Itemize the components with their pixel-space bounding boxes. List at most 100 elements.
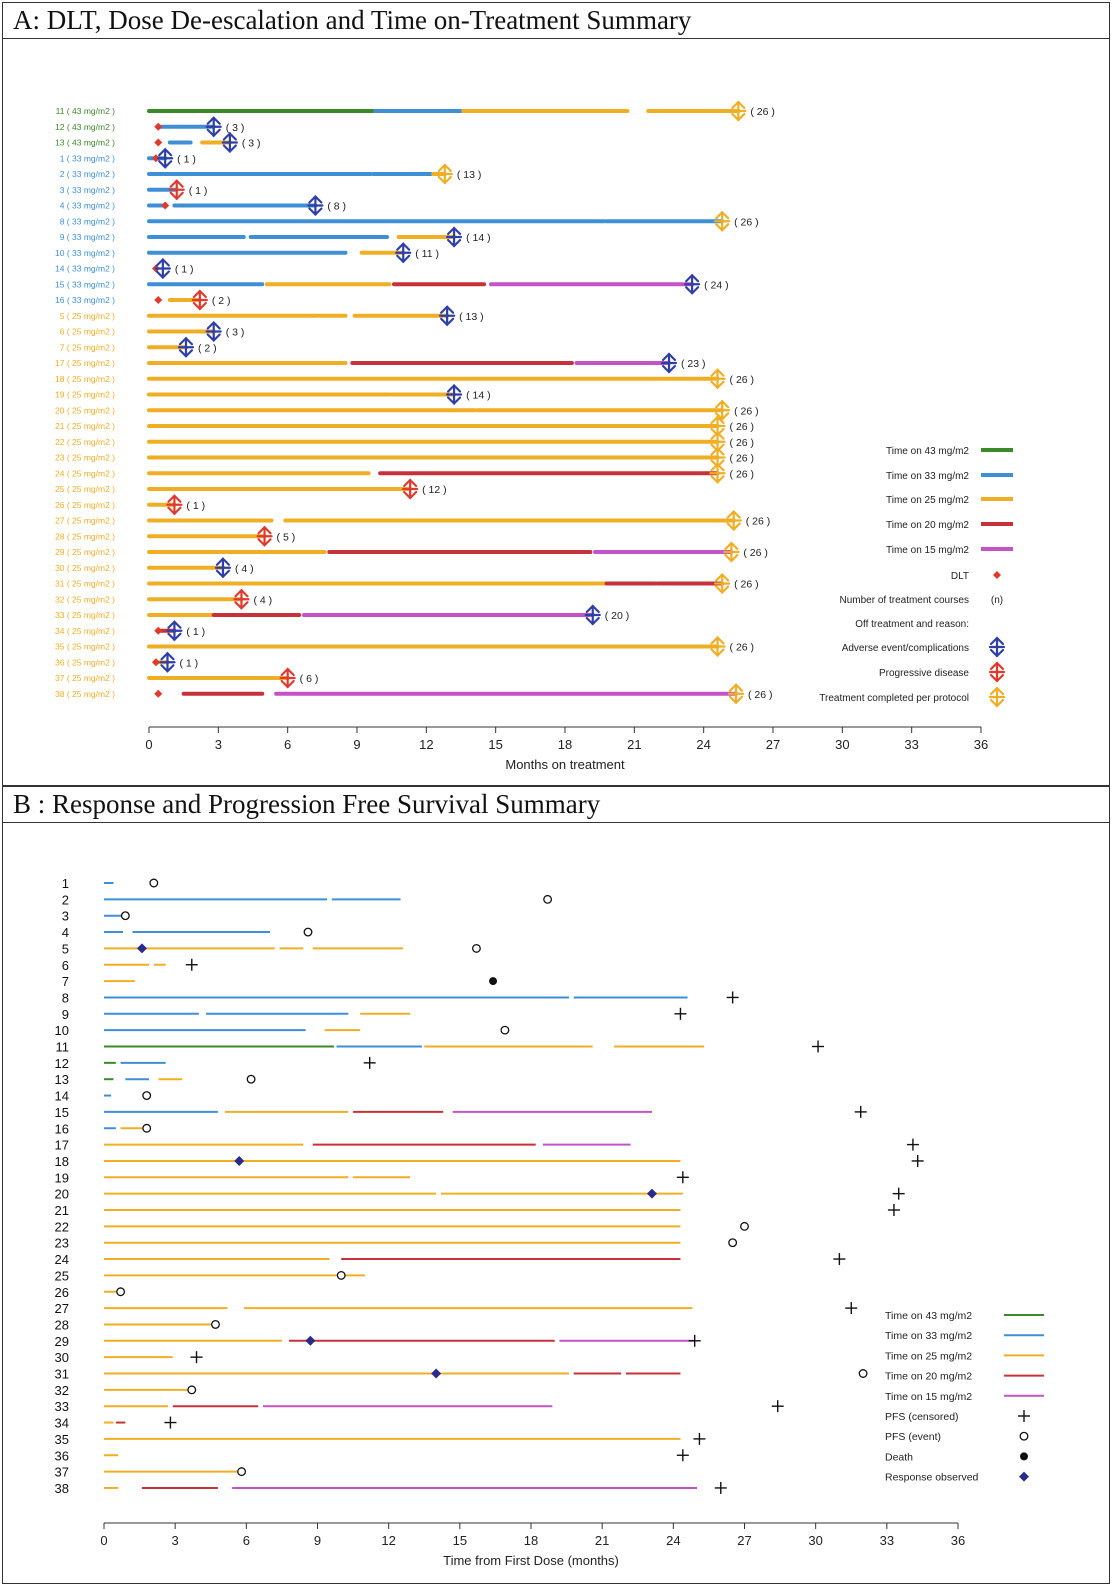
pfs-censored-marker bbox=[676, 1171, 689, 1184]
row-label: 6 bbox=[62, 958, 69, 973]
off-treatment-marker bbox=[166, 620, 183, 642]
course-count: ( 3 ) bbox=[226, 327, 245, 339]
legend-a-label: Off treatment and reason: bbox=[855, 619, 969, 630]
row-label: 29 bbox=[55, 1334, 69, 1349]
off-treatment-marker-head-down bbox=[167, 506, 182, 516]
row-label: 5 bbox=[62, 941, 69, 956]
off-treatment-marker-head-down bbox=[167, 632, 182, 642]
course-count: ( 1 ) bbox=[186, 626, 205, 638]
off-treatment-marker-head-down bbox=[710, 475, 725, 484]
row-label: 1 ( 33 mg/m2 ) bbox=[60, 153, 115, 163]
off-treatment-marker-head-down bbox=[192, 301, 207, 311]
legend-a-label: Time on 43 mg/m2 bbox=[886, 446, 969, 457]
legend-a-label: Time on 25 mg/m2 bbox=[886, 495, 969, 506]
row-label: 37 ( 25 mg/m2 ) bbox=[55, 673, 115, 683]
off-treatment-marker-head-up bbox=[710, 635, 725, 645]
course-count: ( 20 ) bbox=[605, 610, 630, 622]
row-label: 36 bbox=[55, 1448, 69, 1463]
off-treatment-marker-head-up bbox=[167, 494, 182, 503]
axis-b-tick-label: 9 bbox=[314, 1533, 321, 1548]
off-treatment-marker-head-up bbox=[308, 194, 323, 204]
course-count: ( 2 ) bbox=[212, 295, 231, 307]
pfs-event-marker bbox=[246, 1074, 256, 1084]
panel-b: B : Response and Progression Free Surviv… bbox=[2, 786, 1110, 1584]
pfs-censored-marker bbox=[771, 1400, 784, 1413]
row-label: 11 bbox=[56, 1040, 70, 1055]
legend-a-symbol: (n) bbox=[991, 595, 1003, 606]
axis-b-tick-label: 3 bbox=[172, 1533, 179, 1548]
row-label: 30 ( 25 mg/m2 ) bbox=[55, 563, 115, 573]
dlt-marker bbox=[161, 201, 170, 210]
off-treatment-marker-head-down bbox=[715, 223, 730, 232]
off-treatment-marker bbox=[709, 635, 726, 658]
row-label: 18 ( 25 mg/m2 ) bbox=[55, 374, 115, 384]
row-label: 24 bbox=[55, 1252, 69, 1267]
dlt-marker bbox=[154, 122, 163, 131]
row-label: 23 ( 25 mg/m2 ) bbox=[55, 453, 115, 463]
off-treatment-marker-head-up bbox=[440, 305, 455, 314]
off-treatment-marker bbox=[445, 383, 463, 406]
course-count: ( 1 ) bbox=[177, 153, 196, 165]
axis-b-tick-label: 36 bbox=[951, 1533, 965, 1548]
legend-b-label: Time on 20 mg/m2 bbox=[885, 1371, 972, 1383]
legend-a-label: Treatment completed per protocol bbox=[819, 693, 969, 704]
off-treatment-marker bbox=[436, 163, 453, 185]
row-label: 7 ( 25 mg/m2 ) bbox=[60, 342, 115, 352]
off-treatment-marker-head-down bbox=[728, 695, 744, 705]
course-count: ( 11 ) bbox=[415, 248, 439, 260]
panel-b-chart: 1234567891011121314151617181920212223242… bbox=[55, 876, 1044, 1568]
course-count: ( 26 ) bbox=[730, 642, 755, 654]
axis-a-tick-label: 6 bbox=[284, 737, 291, 752]
pfs-censored-marker bbox=[693, 1432, 706, 1445]
off-treatment-marker-head-down bbox=[178, 349, 194, 358]
axis-a-tick-label: 33 bbox=[904, 737, 918, 752]
course-count: ( 26 ) bbox=[730, 374, 755, 386]
course-count: ( 13 ) bbox=[457, 169, 482, 181]
off-treatment-marker-head-down bbox=[403, 490, 418, 500]
axis-b-tick-label: 12 bbox=[381, 1533, 395, 1548]
pfs-censored-marker bbox=[674, 1007, 687, 1020]
pfs-event-marker bbox=[120, 911, 130, 921]
pfs-censored-marker bbox=[363, 1056, 376, 1069]
pfs-censored-marker bbox=[906, 1138, 919, 1151]
pfs-censored-marker bbox=[854, 1105, 867, 1118]
dlt-marker bbox=[154, 689, 163, 698]
off-treatment-marker-head-up bbox=[222, 131, 237, 141]
off-treatment-marker bbox=[714, 572, 731, 595]
off-treatment-marker-head-up bbox=[206, 116, 221, 125]
off-treatment-marker bbox=[279, 667, 296, 689]
course-count: ( 1 ) bbox=[186, 500, 205, 512]
row-label: 1 bbox=[62, 876, 69, 891]
off-treatment-marker-head-down bbox=[437, 175, 452, 185]
off-treatment-marker bbox=[709, 368, 726, 390]
off-treatment-marker bbox=[307, 194, 324, 217]
pfs-censored-marker bbox=[812, 1040, 825, 1053]
course-count: ( 1 ) bbox=[175, 264, 194, 276]
off-treatment-marker bbox=[660, 352, 678, 374]
off-treatment-marker-head-up bbox=[215, 557, 231, 566]
course-count: ( 26 ) bbox=[743, 547, 768, 559]
axis-b-tick-label: 15 bbox=[453, 1533, 467, 1548]
axis-b-tick-label: 21 bbox=[595, 1533, 609, 1548]
course-count: ( 26 ) bbox=[730, 453, 755, 465]
off-treatment-marker-head-up bbox=[710, 462, 725, 472]
pfs-event-marker bbox=[500, 1025, 510, 1035]
off-treatment-marker-head-up bbox=[726, 509, 741, 519]
off-treatment-marker-head-up bbox=[585, 604, 600, 614]
row-label: 34 bbox=[55, 1416, 69, 1431]
off-treatment-marker-head-up bbox=[710, 415, 725, 425]
course-count: ( 1 ) bbox=[179, 657, 198, 669]
off-treatment-marker-head-up bbox=[728, 683, 744, 692]
legend-a-arrow bbox=[988, 661, 1006, 683]
row-label: 9 ( 33 mg/m2 ) bbox=[60, 232, 115, 242]
course-count: ( 12 ) bbox=[422, 484, 447, 496]
course-count: ( 26 ) bbox=[730, 421, 755, 433]
legend-b-label: Time on 33 mg/m2 bbox=[885, 1330, 972, 1342]
row-label: 20 bbox=[55, 1187, 69, 1202]
row-label: 2 bbox=[62, 892, 69, 907]
pfs-event-marker bbox=[116, 1287, 126, 1297]
off-treatment-marker-head-up bbox=[710, 446, 725, 456]
off-treatment-marker-head-down bbox=[446, 238, 462, 248]
panel-a-title: A: DLT, Dose De-escalation and Time on-T… bbox=[3, 3, 1109, 39]
off-treatment-marker-head-up bbox=[724, 541, 739, 551]
